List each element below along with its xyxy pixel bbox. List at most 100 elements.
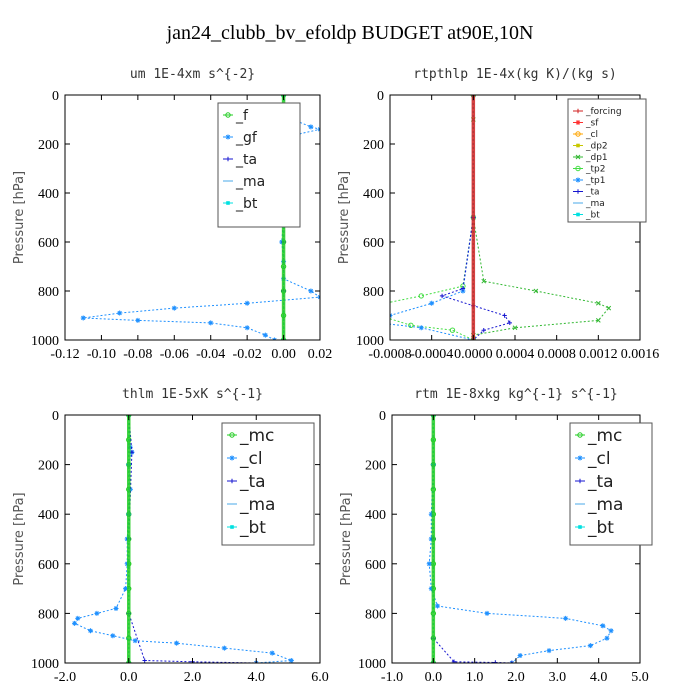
data-point xyxy=(72,620,78,626)
x-tick-label: 0.0 xyxy=(120,670,138,685)
legend-marker xyxy=(575,108,581,114)
y-tick-label: 400 xyxy=(38,508,59,523)
data-point xyxy=(377,313,381,317)
legend-label: _mc xyxy=(239,426,274,446)
chart-panel-4: rtm 1E-8xkg kg^{-1} s^{-1} Pressure [hPa]… xyxy=(339,387,653,685)
y-tick-label: 0 xyxy=(377,89,384,104)
data-point xyxy=(308,288,314,294)
y-tick-label: 200 xyxy=(365,459,386,474)
data-point xyxy=(460,286,466,291)
data-point xyxy=(595,318,601,323)
y-tick-label: 600 xyxy=(365,558,386,573)
legend-label: _tp2 xyxy=(585,165,605,175)
series-line-cl xyxy=(428,415,612,663)
series-line-ta xyxy=(432,415,512,663)
data-point xyxy=(132,638,138,644)
x-tick-label: 0.0016 xyxy=(621,347,660,362)
legend-marker xyxy=(229,478,235,484)
data-point xyxy=(123,586,129,592)
legend-box xyxy=(567,98,647,223)
y-tick-label: 800 xyxy=(365,607,386,622)
data-point xyxy=(142,658,147,663)
y-tick-label: 0 xyxy=(379,409,386,424)
data-point xyxy=(418,293,424,299)
y-tick-label: 1000 xyxy=(356,334,384,349)
x-tick-label: 0.0008 xyxy=(537,347,576,362)
y-tick-label: 600 xyxy=(363,236,384,251)
data-point xyxy=(434,603,440,609)
legend-label: _cl xyxy=(585,130,598,140)
panel-title: rtm 1E-8xkg kg^{-1} s^{-1} xyxy=(414,387,618,402)
x-tick-label: -0.06 xyxy=(160,347,189,362)
data-point xyxy=(408,322,414,328)
data-point xyxy=(308,124,314,130)
data-point xyxy=(502,313,507,318)
x-tick-label: -0.0008 xyxy=(368,347,411,362)
y-tick-label: 800 xyxy=(38,607,59,622)
panel-title: rtpthlp 1E-4x(kg K)/(kg s) xyxy=(413,67,617,82)
x-tick-label: 0.0 xyxy=(425,670,443,685)
data-point xyxy=(135,317,141,323)
x-tick-label: -1.0 xyxy=(381,670,403,685)
legend-label: _tp1 xyxy=(585,176,605,186)
data-point xyxy=(117,310,123,316)
data-point xyxy=(429,300,435,306)
series-line-tp1 xyxy=(390,95,474,340)
legend-label: _f xyxy=(235,108,249,124)
x-tick-label: 0.0000 xyxy=(454,347,493,362)
series-layer xyxy=(377,95,612,340)
legend-marker xyxy=(230,525,234,529)
data-point xyxy=(507,320,512,326)
data-point xyxy=(171,305,177,311)
data-point xyxy=(604,635,610,641)
x-tick-label: 5.0 xyxy=(631,670,649,685)
y-tick-label: 1000 xyxy=(31,334,59,349)
legend-label: _cl xyxy=(239,449,263,469)
x-tick-label: 1.0 xyxy=(466,670,484,685)
data-point xyxy=(110,633,116,639)
data-point xyxy=(113,605,119,611)
panel-title: thlm 1E-5xK s^{-1} xyxy=(122,387,263,402)
y-tick-label: 1000 xyxy=(31,657,59,672)
y-tick-label: 800 xyxy=(38,285,59,300)
y-tick-label: 400 xyxy=(365,508,386,523)
data-point xyxy=(208,320,214,326)
chart-panel-2: rtpthlp 1E-4x(kg K)/(kg s) Pressure [hPa]… xyxy=(337,67,659,362)
data-point xyxy=(75,615,81,621)
data-point xyxy=(587,643,593,649)
x-tick-label: 0.00 xyxy=(271,347,296,362)
data-point xyxy=(94,610,100,616)
data-point xyxy=(460,288,466,294)
legend-label: _ta xyxy=(585,188,600,198)
chart-panel-3: thlm 1E-5xK s^{-1} Pressure [hPa] -2.0 0.0 2… xyxy=(12,387,329,685)
x-tick-label: -0.02 xyxy=(233,347,262,362)
legend-box xyxy=(221,422,315,546)
legend-marker xyxy=(576,143,580,148)
y-tick-label: 0 xyxy=(52,409,59,424)
legend-marker xyxy=(225,112,231,118)
y-tick-label: 800 xyxy=(363,285,384,300)
legend-marker xyxy=(578,525,582,529)
data-point xyxy=(546,648,552,654)
y-axis-label: Pressure [hPa] xyxy=(337,171,352,264)
data-point xyxy=(606,305,612,311)
data-point xyxy=(244,325,250,331)
x-tick-label: 3.0 xyxy=(549,670,567,685)
legend-marker xyxy=(577,432,583,438)
legend-box xyxy=(217,102,301,228)
x-tick-label: 6.0 xyxy=(311,670,329,685)
legend-box xyxy=(569,422,653,546)
legend: _f _gf _ta _ma _bt xyxy=(217,102,301,228)
legend-label: _ta xyxy=(239,472,266,492)
legend-label: _ta xyxy=(587,472,614,492)
data-point xyxy=(174,640,180,646)
x-tick-label: 4.0 xyxy=(248,670,266,685)
legend-label: _ma xyxy=(587,495,623,515)
panel-title: um 1E-4xm s^{-2} xyxy=(130,67,255,82)
data-point xyxy=(533,288,539,294)
legend-marker xyxy=(577,455,583,461)
legend-label: _ma xyxy=(239,495,275,515)
x-tick-label: -0.08 xyxy=(123,347,152,362)
x-tick-label: -0.12 xyxy=(50,347,79,362)
data-point xyxy=(484,610,490,616)
